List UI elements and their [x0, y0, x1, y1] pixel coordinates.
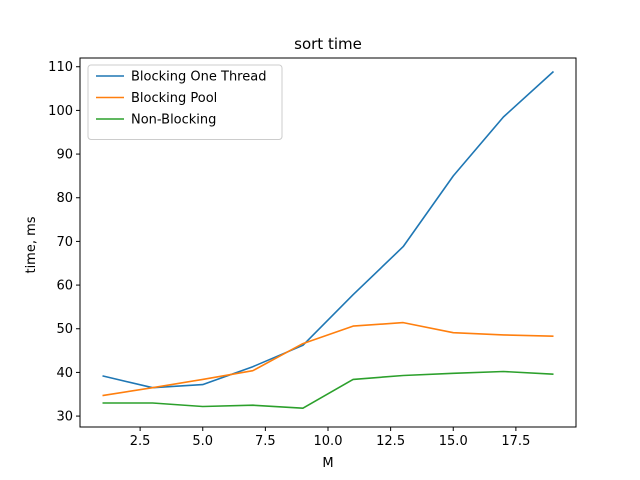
y-tick-label: 110 [48, 60, 73, 75]
x-tick-label: 17.5 [501, 434, 530, 449]
y-tick-label: 80 [56, 191, 73, 206]
y-tick-label: 60 [56, 279, 73, 294]
x-tick-label: 2.5 [130, 434, 151, 449]
legend: Blocking One Thread Blocking Pool Non-Bloc… [87, 64, 283, 140]
x-tick-label: 10.0 [314, 434, 343, 449]
y-tick-label: 30 [56, 410, 73, 425]
x-axis-label: M [322, 456, 333, 471]
y-tick-label: 90 [56, 148, 73, 163]
y-tick-label: 70 [56, 235, 73, 250]
x-tick-label: 5.0 [192, 434, 213, 449]
x-tick-label: 12.5 [376, 434, 405, 449]
y-tick-label: 50 [56, 322, 73, 337]
x-tick-label: 15.0 [439, 434, 468, 449]
x-tick-label: 7.5 [255, 434, 276, 449]
legend-box [87, 64, 283, 140]
series-line-1 [102, 321, 554, 397]
legend-label: Blocking One Thread [131, 70, 266, 85]
series-line-2 [102, 370, 554, 410]
y-tick-label: 40 [56, 366, 73, 381]
legend-label: Blocking Pool [131, 91, 217, 106]
y-axis-label: time, ms [24, 216, 39, 273]
series-line-0 [102, 70, 555, 389]
chart-title: sort time [294, 35, 362, 53]
y-tick-label: 100 [48, 104, 73, 119]
legend-label: Non-Blocking [131, 113, 216, 128]
